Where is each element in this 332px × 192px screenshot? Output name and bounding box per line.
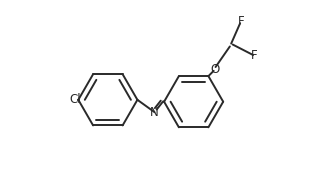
- Text: N: N: [150, 106, 159, 119]
- Text: Cl: Cl: [69, 93, 81, 106]
- Text: F: F: [238, 15, 245, 28]
- Text: F: F: [251, 50, 258, 62]
- Text: O: O: [210, 63, 219, 76]
